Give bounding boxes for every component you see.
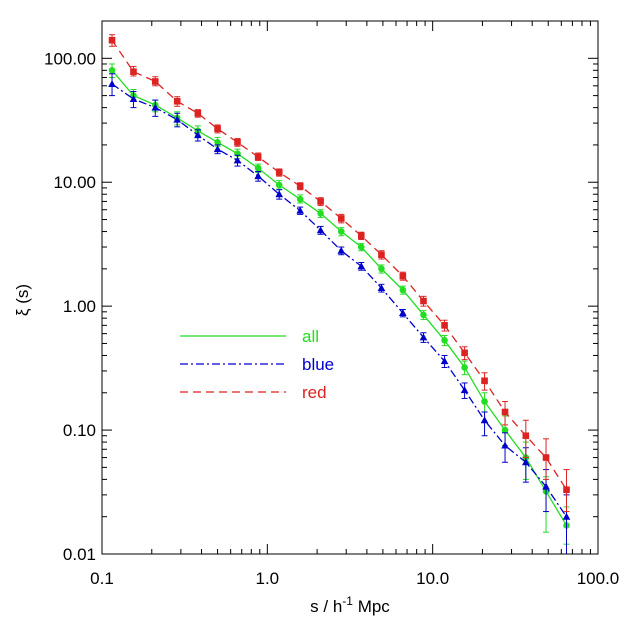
data-point-red — [542, 454, 550, 461]
data-point-blue — [254, 172, 262, 180]
x-axis-label: s / h-1 Mpc — [310, 594, 390, 616]
plot-frame — [101, 20, 599, 555]
data-point-red — [501, 408, 509, 416]
data-point-all — [357, 243, 365, 251]
data-point-blue — [194, 131, 202, 139]
series-line-blue — [111, 83, 568, 518]
data-point-blue — [296, 206, 304, 214]
legend: all blue red — [180, 327, 334, 402]
data-point-red — [522, 432, 530, 440]
legend-label-all: all — [302, 327, 319, 346]
series-all — [108, 63, 570, 545]
y-tick-label: 10.00 — [53, 173, 96, 192]
data-point-all — [461, 364, 468, 371]
data-point-all — [214, 138, 221, 146]
x-axis-label-superscript: -1 — [342, 594, 353, 608]
data-point-red — [194, 109, 202, 117]
data-point-red — [317, 198, 324, 205]
data-point-blue — [233, 156, 242, 164]
data-point-all — [399, 286, 407, 294]
data-point-all — [378, 265, 385, 273]
data-point-blue — [522, 458, 530, 466]
series-red — [108, 34, 570, 513]
data-point-red — [275, 169, 283, 176]
tick-layer: 0.1 1.0 10.0 100.0 0.01 0.10 1.00 10.00 100.00 — [44, 20, 620, 588]
x-tick-label: 1.0 — [256, 569, 280, 588]
data-point-all — [296, 195, 304, 203]
data-point-blue — [108, 80, 116, 88]
data-point-blue — [173, 115, 182, 123]
data-point-all — [441, 337, 448, 344]
x-axis-label-unit: Mpc — [353, 597, 390, 616]
data-point-blue — [460, 386, 469, 394]
data-point-all — [254, 164, 262, 172]
y-tick-label: 0.10 — [63, 421, 96, 440]
data-point-blue — [129, 94, 138, 102]
data-point-red — [234, 138, 241, 146]
data-point-blue — [151, 103, 160, 111]
series-layer — [108, 34, 571, 555]
data-point-blue — [542, 482, 550, 490]
data-point-red — [420, 297, 427, 305]
data-point-blue — [337, 246, 346, 254]
data-point-red — [108, 36, 116, 44]
data-point-red — [461, 349, 468, 357]
data-point-blue — [480, 416, 489, 424]
data-point-red — [337, 215, 345, 222]
data-point-all — [420, 311, 427, 319]
data-point-all — [337, 228, 345, 235]
data-point-red — [130, 68, 137, 75]
x-axis-label-main: s / h — [310, 597, 342, 616]
data-point-red — [481, 377, 488, 385]
legend-label-red: red — [302, 383, 327, 402]
data-point-blue — [399, 309, 407, 317]
data-point-red — [254, 153, 262, 161]
x-tick-label: 0.1 — [90, 569, 114, 588]
data-point-blue — [275, 190, 284, 198]
data-point-blue — [440, 357, 449, 365]
data-point-red — [151, 78, 159, 85]
data-point-blue — [316, 226, 325, 234]
data-point-blue — [419, 333, 428, 341]
data-point-all — [501, 426, 509, 434]
data-point-blue — [562, 512, 571, 520]
data-point-red — [214, 125, 221, 133]
series-line-red — [111, 39, 568, 491]
data-point-blue — [377, 284, 386, 292]
data-point-all — [108, 67, 116, 74]
data-point-red — [357, 232, 365, 240]
data-point-all — [317, 210, 324, 217]
data-point-red — [296, 182, 304, 190]
data-point-red — [399, 272, 407, 280]
data-point-all — [481, 398, 488, 405]
data-point-red — [173, 97, 181, 105]
y-axis-label: ξ (s) — [13, 284, 32, 316]
y-tick-label: 0.01 — [63, 545, 96, 564]
x-tick-label: 100.0 — [577, 569, 620, 588]
y-tick-label: 100.00 — [44, 49, 96, 68]
data-point-blue — [213, 145, 222, 153]
y-tick-label: 1.00 — [63, 297, 96, 316]
series-line-all — [111, 69, 568, 526]
data-point-all — [275, 181, 283, 189]
legend-label-blue: blue — [302, 355, 334, 374]
data-point-red — [563, 486, 570, 494]
data-point-red — [378, 251, 385, 259]
data-point-blue — [501, 441, 509, 449]
data-point-red — [441, 322, 448, 329]
x-tick-label: 10.0 — [416, 569, 449, 588]
series-blue — [108, 73, 571, 555]
data-point-blue — [357, 262, 366, 270]
